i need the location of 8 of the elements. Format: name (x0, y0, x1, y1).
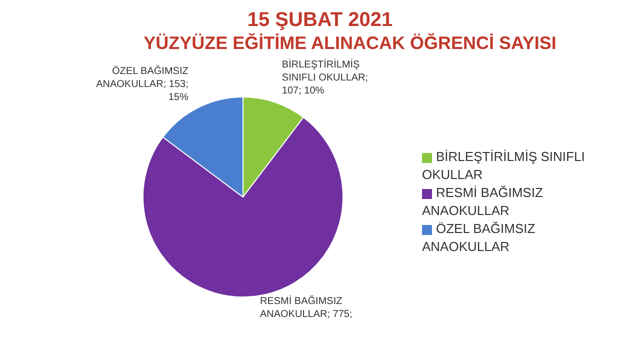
legend-label: BİRLEŞTİRİLMİŞ SINIFLI OKULLAR (422, 149, 585, 182)
data-label: RESMİ BAĞIMSIZ ANAOKULLAR; 775; (260, 294, 352, 320)
data-label: ÖZEL BAĞIMSIZ ANAOKULLAR; 153; 15% (96, 64, 188, 103)
chart-title: 15 ŞUBAT 2021 (246, 8, 394, 32)
legend-label: ÖZEL BAĞIMSIZ ANAOKULLAR (422, 221, 536, 254)
legend-label: RESMİ BAĞIMSIZ ANAOKULLAR (422, 185, 543, 218)
chart-subtitle: YÜZYÜZE EĞİTİME ALINACAK ÖĞRENCİ SAYISI (142, 32, 558, 54)
data-label: BİRLEŞTİRİLMİŞ SINIFLI OKULLAR; 107; 10% (282, 58, 368, 96)
